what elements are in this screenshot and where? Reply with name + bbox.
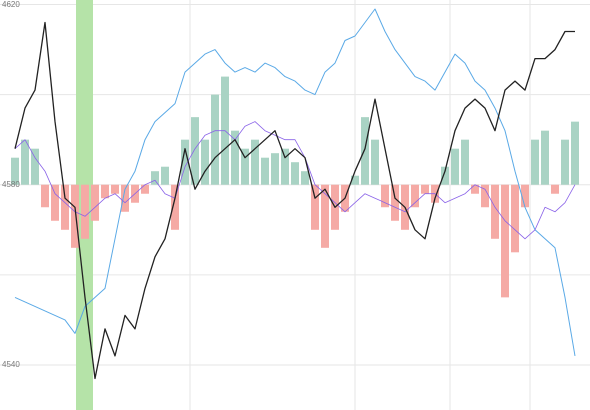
diff-bar	[51, 184, 59, 221]
diff-bar	[81, 184, 89, 239]
diff-bar	[541, 130, 549, 185]
diff-bar	[561, 139, 569, 185]
series-line	[14, 8, 576, 356]
diff-bar	[441, 166, 449, 185]
diff-bar	[191, 117, 199, 185]
diff-bar	[501, 184, 509, 298]
diff-bar	[91, 184, 99, 221]
diff-bar	[21, 139, 29, 185]
diff-bar	[421, 184, 429, 194]
diff-bar	[361, 117, 369, 185]
diff-bar	[531, 139, 539, 185]
diff-bar	[141, 184, 149, 194]
diff-bar	[101, 184, 109, 199]
y-tick-label: 4580	[2, 180, 20, 189]
diff-bar	[281, 148, 289, 185]
diff-bar	[161, 166, 169, 185]
series-line	[14, 21, 575, 380]
diff-bar	[201, 139, 209, 185]
diff-bar	[461, 139, 469, 185]
diff-bar	[211, 94, 219, 185]
diff-bar	[171, 184, 179, 230]
diff-bar	[551, 184, 559, 194]
diff-bar	[521, 184, 529, 208]
diff-bar	[411, 184, 419, 208]
diff-bar	[261, 157, 269, 185]
diff-bar	[491, 184, 499, 239]
diff-bar	[391, 184, 399, 221]
diff-bar	[71, 184, 79, 248]
diff-bar	[241, 148, 249, 185]
diff-bar	[61, 184, 69, 230]
diff-bar	[371, 139, 379, 185]
diff-bar	[571, 121, 579, 185]
y-tick-label: 4620	[2, 0, 20, 9]
diff-bar	[451, 148, 459, 185]
diff-bar	[471, 184, 479, 194]
diff-bar	[111, 184, 119, 194]
diff-bar	[291, 162, 299, 185]
diff-bar	[271, 153, 279, 185]
diff-bar	[351, 175, 359, 185]
diff-bar	[511, 184, 519, 253]
series-line	[14, 121, 576, 240]
diff-bar	[481, 184, 489, 208]
diff-bar	[311, 184, 319, 230]
diff-bar	[231, 130, 239, 185]
diff-bar	[121, 184, 129, 212]
diff-bar	[31, 148, 39, 185]
y-tick-label: 4540	[2, 360, 20, 369]
diff-bar	[151, 171, 159, 185]
diff-bar	[251, 139, 259, 185]
diff-bar	[181, 139, 189, 185]
diff-bar	[301, 171, 309, 185]
diff-bar	[321, 184, 329, 248]
diff-bar	[41, 184, 49, 208]
diff-bar	[11, 157, 19, 185]
diff-bar	[381, 184, 389, 208]
